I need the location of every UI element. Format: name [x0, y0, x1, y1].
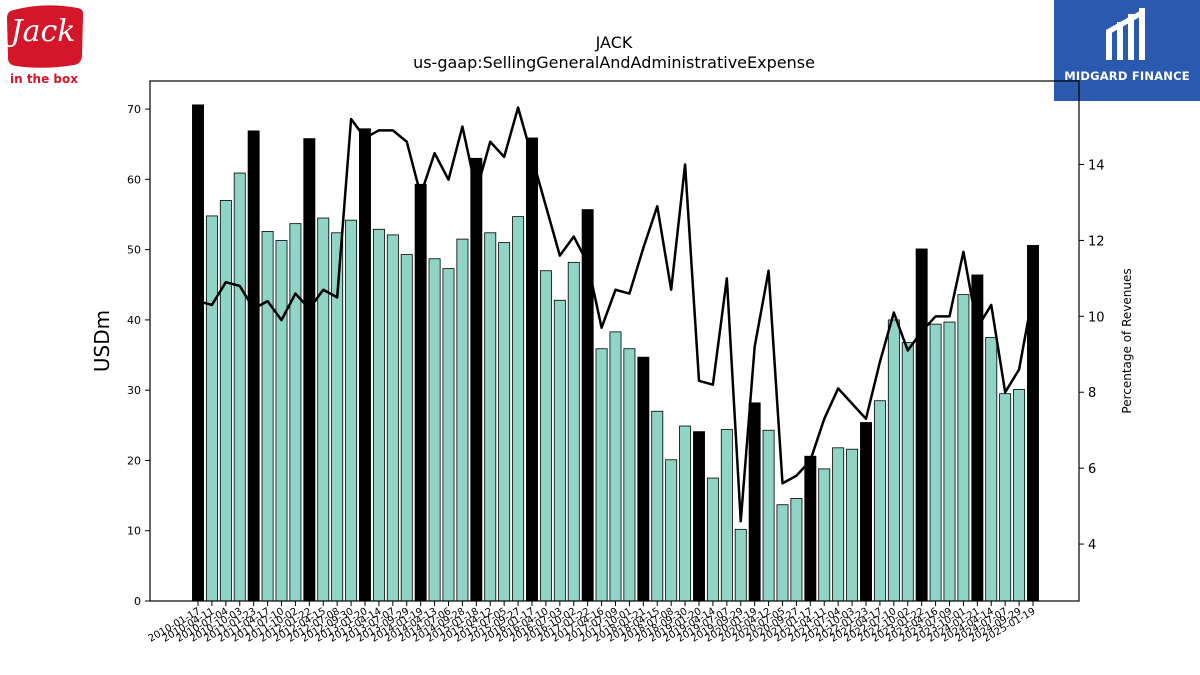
bar-2022-10-02	[901, 342, 914, 602]
bar-2014-01-19	[414, 183, 427, 602]
bar-2012-09-30	[345, 219, 358, 602]
bar-2019-07-07	[720, 429, 733, 602]
bar-2010-07-04	[219, 200, 232, 602]
bar-2014-07-06	[442, 268, 455, 602]
bar-2010-01-17	[192, 104, 204, 602]
bar-2018-07-08	[665, 459, 678, 602]
bar-2021-10-03	[846, 448, 859, 602]
bar-2021-04-11	[818, 468, 831, 602]
chart-title: JACK	[595, 33, 633, 52]
y-axis-left: 0 10 20 30 40 50 60 70	[127, 103, 150, 608]
bar-2014-09-28	[456, 238, 469, 602]
bar-2019-04-14	[706, 477, 719, 602]
bar-2011-01-23	[247, 130, 260, 602]
midgard-finance-logo: MIDGARD FINANCE	[1054, 0, 1200, 101]
bar-2024-07-07	[999, 393, 1012, 602]
bar-2023-01-22	[915, 248, 928, 602]
bar-2014-04-13	[428, 258, 441, 602]
bar-2020-09-27	[790, 498, 803, 602]
bars-group	[192, 104, 1039, 602]
bar-2015-09-27	[512, 216, 525, 602]
bar-2013-01-20	[359, 128, 371, 602]
bar-2023-07-09	[943, 321, 956, 602]
bar-2020-01-19	[748, 402, 761, 602]
chart-subtitle: us-gaap:SellingGeneralAndAdministrativeE…	[413, 53, 815, 72]
bar-2013-04-14	[372, 228, 385, 602]
bar-2016-01-17	[526, 137, 538, 602]
bar-2015-04-12	[484, 232, 497, 602]
y2-tick-label: 4	[1088, 538, 1096, 553]
x-axis: 2010-01-172010-04-112010-07-042010-10-03…	[147, 601, 1038, 645]
y2-tick-label: 10	[1088, 310, 1105, 325]
bar-2017-10-01	[623, 348, 636, 602]
y2-tick-label: 8	[1088, 386, 1096, 401]
bar-2010-04-11	[205, 215, 218, 602]
jack-logo-word: Jack	[10, 14, 76, 49]
bar-2021-01-17	[804, 455, 817, 602]
bar-2010-10-03	[233, 172, 246, 602]
y-tick-label: 20	[127, 454, 141, 467]
bar-2022-01-23	[860, 422, 872, 602]
bar-2016-07-03	[553, 299, 566, 602]
bar-2024-04-14	[985, 337, 998, 602]
y-tick-label: 50	[127, 244, 141, 257]
bar-2021-07-04	[832, 447, 845, 602]
bar-2011-04-17	[261, 230, 274, 602]
percentage-line	[197, 106, 1035, 523]
y2-tick-label: 14	[1088, 159, 1105, 174]
y2-tick-label: 12	[1088, 234, 1105, 249]
bar-2015-07-05	[498, 242, 511, 602]
y-tick-label: 30	[127, 384, 141, 397]
y-tick-label: 40	[127, 314, 141, 327]
bar-2017-04-16	[595, 348, 608, 602]
y-tick-label: 0	[134, 595, 141, 608]
midgard-mark-icon	[1106, 8, 1145, 60]
bar-2019-01-20	[693, 431, 705, 602]
y-axis-right: 4 6 8 10 12 14	[1079, 159, 1105, 553]
jack-in-the-box-logo: Jack in the box	[4, 4, 86, 88]
bar-2020-04-12	[762, 429, 775, 602]
y-tick-label: 60	[127, 173, 141, 186]
jack-logo-shape-icon	[7, 5, 84, 68]
bar-2024-09-29	[1013, 389, 1026, 602]
y-axis-label: USDm	[90, 310, 114, 372]
bar-2011-10-02	[289, 223, 302, 602]
bar-2023-04-16	[929, 323, 942, 602]
jack-logo-subtitle: in the box	[9, 72, 78, 86]
bar-2020-07-05	[776, 504, 789, 602]
bar-2017-07-09	[609, 331, 622, 602]
plot-frame	[149, 80, 1080, 602]
bar-2018-09-30	[679, 425, 692, 602]
y2-tick-label: 6	[1088, 462, 1096, 477]
bar-2013-09-29	[400, 254, 413, 602]
y-tick-label: 70	[127, 103, 141, 116]
bar-2022-07-10	[887, 319, 900, 602]
bar-2018-01-21	[637, 356, 650, 602]
bar-2012-01-22	[303, 138, 316, 602]
y2-axis-label: Percentage of Revenues	[1120, 268, 1134, 413]
bar-2023-10-01	[957, 294, 970, 602]
y-tick-label: 10	[127, 525, 141, 538]
bar-2018-04-15	[651, 410, 664, 602]
bar-2019-09-29	[734, 528, 747, 602]
bar-2022-04-17	[873, 400, 886, 602]
bar-2016-04-10	[539, 270, 552, 602]
midgard-finance-text: MIDGARD FINANCE	[1064, 69, 1190, 83]
bar-2013-07-07	[386, 234, 399, 602]
bar-2012-04-15	[317, 217, 330, 602]
bar-2016-10-02	[567, 261, 580, 602]
bar-2011-07-10	[275, 240, 288, 602]
bar-2015-01-18	[470, 157, 483, 602]
